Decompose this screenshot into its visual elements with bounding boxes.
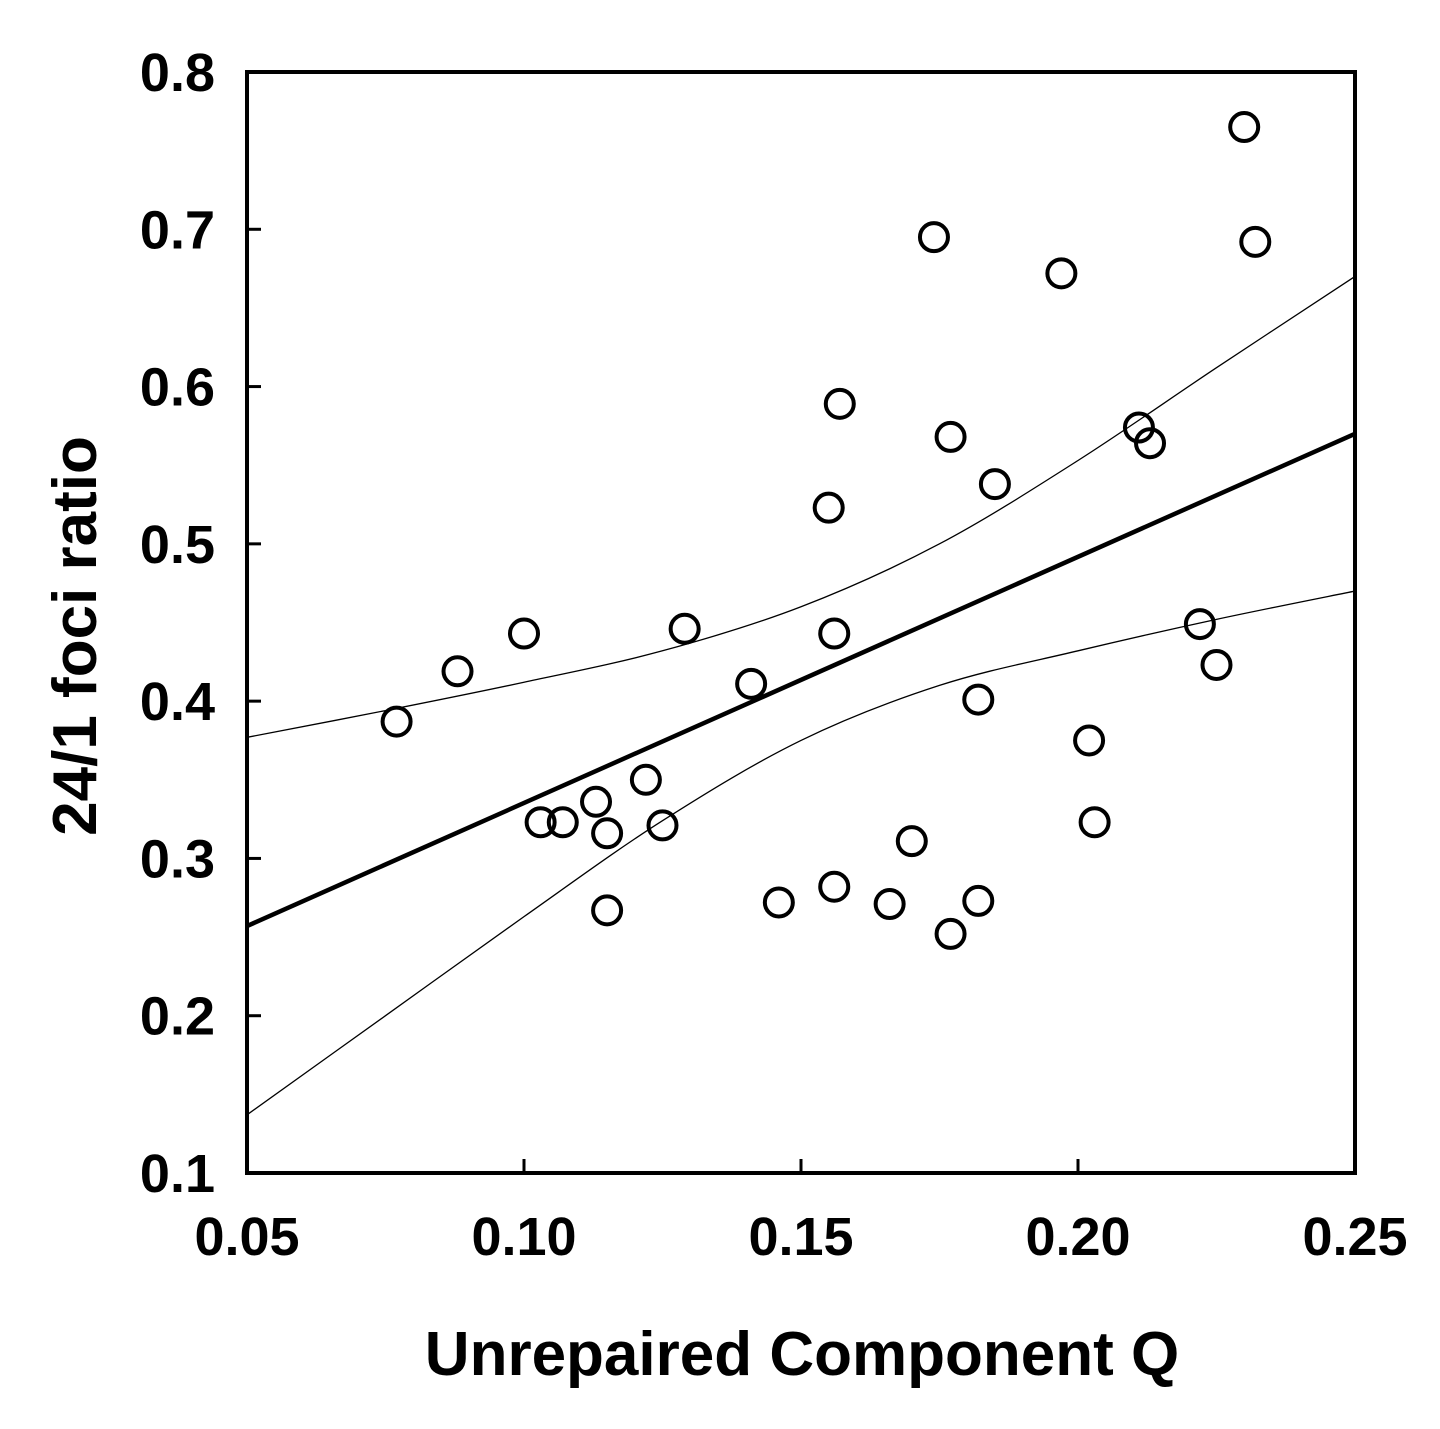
data-point-13 <box>812 491 845 524</box>
x-tick-label-4: 0.25 <box>1302 1207 1407 1267</box>
data-point-7 <box>591 894 624 927</box>
y-tick-label-0: 0.1 <box>140 1144 215 1204</box>
y-tick-label-4: 0.5 <box>140 515 215 575</box>
data-point-17 <box>873 888 906 921</box>
data-point-21 <box>934 917 967 950</box>
confidence-bands <box>247 275 1355 1116</box>
data-point-11 <box>735 667 768 700</box>
data-point-9 <box>646 809 679 842</box>
x-axis-label: Unrepaired Component Q <box>425 1320 1179 1389</box>
y-tick-label-5: 0.6 <box>140 358 215 418</box>
y-axis-label: 24/1 foci ratio <box>41 436 110 836</box>
y-tick-label-3: 0.4 <box>140 672 215 732</box>
y-tick-label-6: 0.7 <box>140 200 215 260</box>
data-point-25 <box>1045 257 1078 290</box>
data-point-4 <box>546 806 579 839</box>
data-point-0 <box>380 705 413 738</box>
data-point-23 <box>962 884 995 917</box>
data-point-3 <box>524 806 557 839</box>
data-point-18 <box>895 825 928 858</box>
data-point-6 <box>591 817 624 850</box>
regression-fit <box>247 431 1355 929</box>
data-point-5 <box>580 785 613 818</box>
y-axis-ticks: 0.1 0.2 0.3 0.4 0.5 0.6 0.7 0.8 <box>140 43 261 1204</box>
x-tick-label-1: 0.10 <box>471 1207 576 1267</box>
data-point-27 <box>1078 806 1111 839</box>
data-point-12 <box>762 886 795 919</box>
data-point-33 <box>1239 225 1272 258</box>
data-point-1 <box>441 655 474 688</box>
plot-frame <box>245 70 1357 1175</box>
lower-confidence-band <box>247 590 1355 1116</box>
data-point-32 <box>1228 111 1261 144</box>
data-point-16 <box>823 387 856 420</box>
data-point-30 <box>1183 608 1216 641</box>
data-point-29 <box>1134 427 1167 460</box>
x-tick-label-3: 0.20 <box>1025 1207 1130 1267</box>
data-points <box>380 111 1272 950</box>
x-tick-label-0: 0.05 <box>194 1207 299 1267</box>
regression-line-layer <box>247 431 1355 929</box>
data-point-24 <box>978 468 1011 501</box>
data-point-15 <box>818 870 851 903</box>
data-point-14 <box>818 617 851 650</box>
data-point-31 <box>1200 648 1233 681</box>
y-tick-label-1: 0.2 <box>140 987 215 1047</box>
x-axis-ticks: 0.05 0.10 0.15 0.20 0.25 <box>194 1159 1408 1267</box>
upper-confidence-band <box>247 275 1355 738</box>
data-point-22 <box>962 683 995 716</box>
data-point-26 <box>1073 724 1106 757</box>
data-point-2 <box>508 617 540 650</box>
data-point-10 <box>668 612 701 645</box>
y-tick-label-7: 0.8 <box>140 43 215 103</box>
data-point-20 <box>934 420 967 453</box>
y-tick-label-2: 0.3 <box>140 829 215 889</box>
data-point-19 <box>917 221 950 254</box>
data-point-8 <box>629 763 662 796</box>
x-tick-label-2: 0.15 <box>748 1207 853 1267</box>
